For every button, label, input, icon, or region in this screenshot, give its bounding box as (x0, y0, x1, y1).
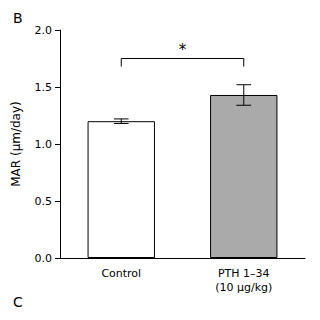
svg-text:Control: Control (101, 267, 141, 280)
svg-text:0.0: 0.0 (35, 252, 53, 265)
svg-text:0.5: 0.5 (35, 195, 53, 208)
svg-text:2.0: 2.0 (35, 24, 53, 37)
svg-text:1.5: 1.5 (35, 81, 53, 94)
svg-text:(10 μg/kg): (10 μg/kg) (215, 281, 272, 294)
svg-text:C: C (13, 294, 23, 310)
svg-text:MAR (μm/day): MAR (μm/day) (9, 101, 23, 187)
svg-text:*: * (179, 41, 187, 59)
svg-text:1.0: 1.0 (35, 138, 53, 151)
svg-text:B: B (13, 10, 23, 26)
svg-text:PTH 1–34: PTH 1–34 (218, 267, 270, 280)
